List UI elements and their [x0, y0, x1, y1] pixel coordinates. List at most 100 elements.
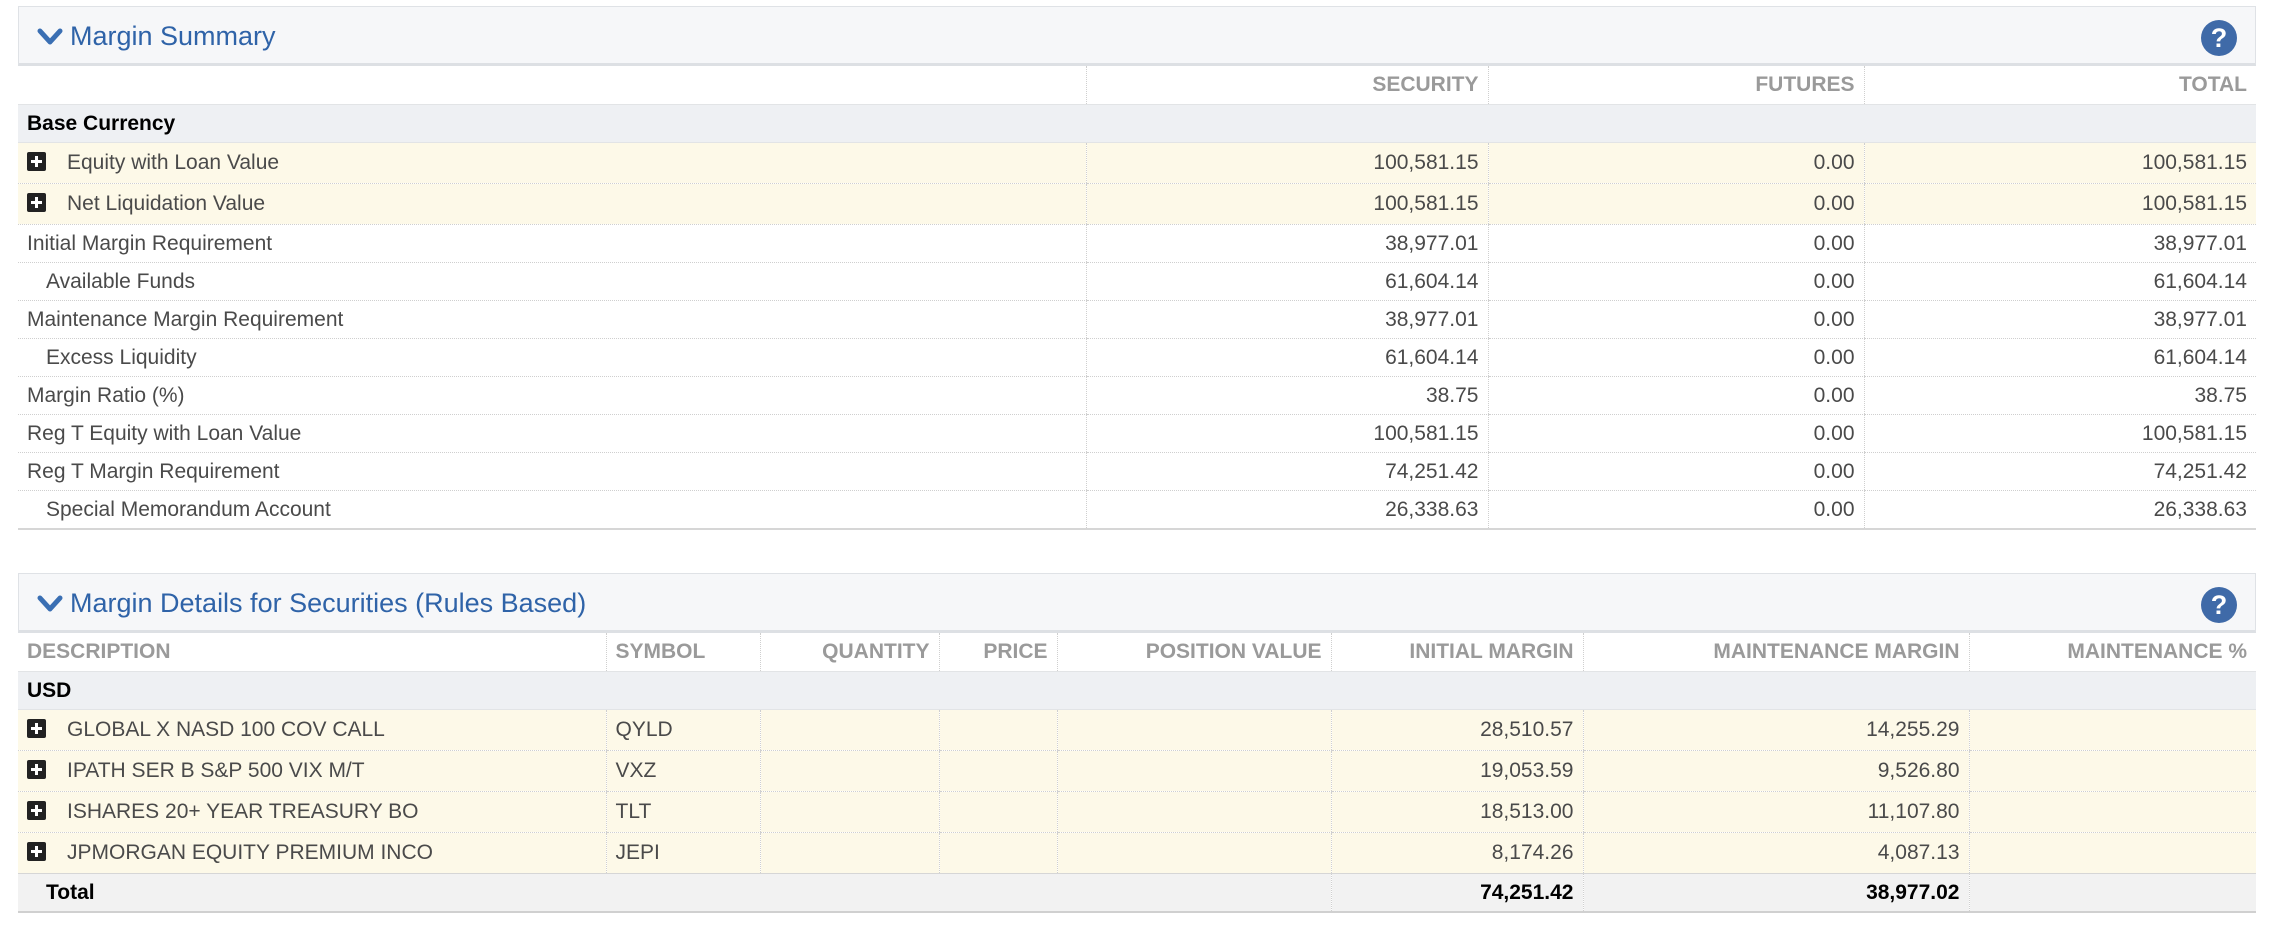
position-value-cell: [1056, 709, 1331, 751]
table-row: JPMORGAN EQUITY PREMIUM INCO JEPI 8,174.…: [18, 832, 2256, 874]
expand-icon[interactable]: [27, 152, 46, 171]
initial-margin-cell: 8,174.26: [1330, 832, 1583, 874]
security-value: 38.75: [1085, 376, 1488, 415]
maintenance-margin-cell: 11,107.80: [1582, 791, 1969, 833]
table-row: IPATH SER B S&P 500 VIX M/T VXZ 19,053.5…: [18, 750, 2256, 792]
table-row: Available Funds 61,604.14 0.00 61,604.14: [18, 262, 2256, 301]
security-value: 100,581.15: [1085, 183, 1488, 225]
maintenance-margin-cell: 4,087.13: [1582, 832, 1969, 874]
security-value: 100,581.15: [1085, 414, 1488, 453]
column-header-futures[interactable]: FUTURES: [1487, 66, 1864, 105]
description-cell: ISHARES 20+ YEAR TREASURY BO: [18, 791, 606, 833]
total-value: 100,581.15: [1863, 142, 2256, 184]
futures-value: 0.00: [1487, 183, 1864, 225]
expand-icon[interactable]: [27, 760, 46, 779]
total-value: 61,604.14: [1863, 338, 2256, 377]
total-value: 38.75: [1863, 376, 2256, 415]
table-row: Initial Margin Requirement 38,977.01 0.0…: [18, 224, 2256, 263]
maintenance-margin-cell: 14,255.29: [1582, 709, 1969, 751]
table-row: ISHARES 20+ YEAR TREASURY BO TLT 18,513.…: [18, 791, 2256, 833]
futures-value: 0.00: [1487, 300, 1864, 339]
total-row: Total 74,251.42 38,977.02: [18, 873, 2256, 913]
row-label: Net Liquidation Value: [18, 183, 1086, 225]
expand-icon[interactable]: [27, 801, 46, 820]
table-row: Special Memorandum Account 26,338.63 0.0…: [18, 490, 2256, 530]
column-header-security[interactable]: SECURITY: [1085, 66, 1488, 105]
description-text: JPMORGAN EQUITY PREMIUM INCO: [67, 841, 433, 864]
margin-summary-header[interactable]: Margin Summary ?: [18, 6, 2256, 66]
row-label-text: Net Liquidation Value: [67, 192, 266, 215]
column-header-initial-margin[interactable]: INITIAL MARGIN: [1330, 633, 1583, 672]
help-icon[interactable]: ?: [2201, 587, 2237, 623]
initial-margin-cell: 18,513.00: [1330, 791, 1583, 833]
row-label: Initial Margin Requirement: [18, 224, 1086, 263]
row-label-text: Equity with Loan Value: [67, 151, 280, 174]
total-maintenance-margin: 38,977.02: [1582, 873, 1969, 913]
table-row: Net Liquidation Value 100,581.15 0.00 10…: [18, 183, 2256, 225]
chevron-down-icon[interactable]: [37, 27, 63, 47]
expand-icon[interactable]: [27, 719, 46, 738]
maintenance-pct-cell: [1968, 750, 2256, 792]
total-value: 61,604.14: [1863, 262, 2256, 301]
group-row: USD: [18, 671, 2256, 710]
price-cell: [938, 791, 1057, 833]
help-icon[interactable]: ?: [2201, 20, 2237, 56]
column-header-symbol[interactable]: SYMBOL: [605, 633, 760, 672]
security-value: 74,251.42: [1085, 452, 1488, 491]
row-label: Excess Liquidity: [18, 338, 1086, 377]
table-row: Reg T Equity with Loan Value 100,581.15 …: [18, 414, 2256, 453]
margin-details-header[interactable]: Margin Details for Securities (Rules Bas…: [18, 573, 2256, 633]
futures-value: 0.00: [1487, 376, 1864, 415]
maintenance-pct-cell: [1968, 832, 2256, 874]
table-row: Excess Liquidity 61,604.14 0.00 61,604.1…: [18, 338, 2256, 377]
maintenance-pct-cell: [1968, 791, 2256, 833]
initial-margin-cell: 19,053.59: [1330, 750, 1583, 792]
column-header: [18, 66, 1086, 105]
panel-title: Margin Summary: [70, 21, 276, 51]
column-header-maintenance-pct[interactable]: MAINTENANCE %: [1968, 633, 2256, 672]
column-header-position-value[interactable]: POSITION VALUE: [1056, 633, 1331, 672]
table-header-row: DESCRIPTION SYMBOL QUANTITY PRICE POSITI…: [18, 633, 2256, 672]
table-row: GLOBAL X NASD 100 COV CALL QYLD 28,510.5…: [18, 709, 2256, 751]
group-row: Base Currency: [18, 104, 2256, 143]
column-header-price[interactable]: PRICE: [938, 633, 1057, 672]
description-cell: IPATH SER B S&P 500 VIX M/T: [18, 750, 606, 792]
margin-summary-table: SECURITY FUTURES TOTAL Base Currency Equ…: [18, 66, 2256, 530]
futures-value: 0.00: [1487, 338, 1864, 377]
security-value: 38,977.01: [1085, 300, 1488, 339]
position-value-cell: [1056, 791, 1331, 833]
total-maintenance-pct: [1968, 873, 2256, 913]
symbol-cell: VXZ: [605, 750, 760, 792]
futures-value: 0.00: [1487, 142, 1864, 184]
expand-icon[interactable]: [27, 842, 46, 861]
total-value: 74,251.42: [1863, 452, 2256, 491]
price-cell: [938, 750, 1057, 792]
symbol-cell: TLT: [605, 791, 760, 833]
total-label: Total: [18, 873, 1331, 913]
futures-value: 0.00: [1487, 490, 1864, 530]
security-value: 100,581.15: [1085, 142, 1488, 184]
quantity-cell: [759, 750, 939, 792]
group-label: USD: [18, 671, 2256, 710]
quantity-cell: [759, 832, 939, 874]
column-header-quantity[interactable]: QUANTITY: [759, 633, 939, 672]
table-row: Equity with Loan Value 100,581.15 0.00 1…: [18, 142, 2256, 184]
security-value: 61,604.14: [1085, 262, 1488, 301]
row-label: Reg T Equity with Loan Value: [18, 414, 1086, 453]
chevron-down-icon[interactable]: [37, 594, 63, 614]
position-value-cell: [1056, 750, 1331, 792]
column-header-description[interactable]: DESCRIPTION: [18, 633, 606, 672]
maintenance-pct-cell: [1968, 709, 2256, 751]
row-label: Maintenance Margin Requirement: [18, 300, 1086, 339]
quantity-cell: [759, 791, 939, 833]
description-text: IPATH SER B S&P 500 VIX M/T: [67, 759, 365, 782]
expand-icon[interactable]: [27, 193, 46, 212]
price-cell: [938, 832, 1057, 874]
column-header-maintenance-margin[interactable]: MAINTENANCE MARGIN: [1582, 633, 1969, 672]
description-text: ISHARES 20+ YEAR TREASURY BO: [67, 800, 419, 823]
column-header-total[interactable]: TOTAL: [1863, 66, 2256, 105]
row-label: Available Funds: [18, 262, 1086, 301]
description-cell: GLOBAL X NASD 100 COV CALL: [18, 709, 606, 751]
security-value: 38,977.01: [1085, 224, 1488, 263]
row-label: Special Memorandum Account: [18, 490, 1086, 530]
